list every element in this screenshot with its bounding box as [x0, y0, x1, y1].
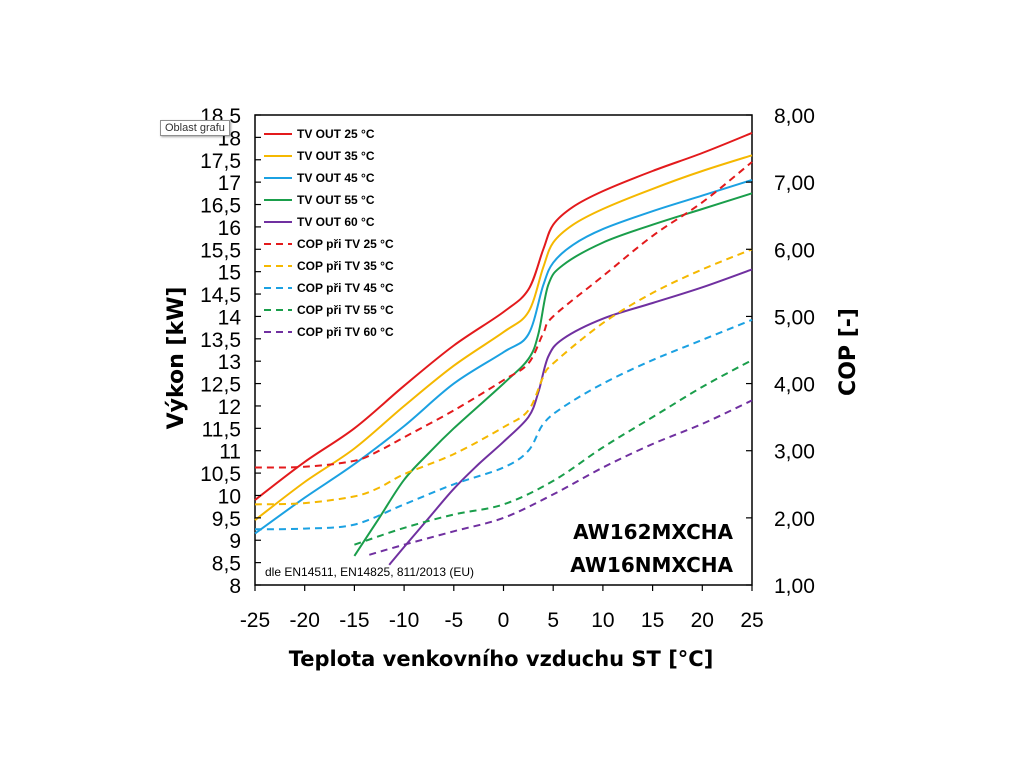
y-tick-label: 11,5 — [202, 418, 241, 441]
chart-area-tooltip: Oblast grafu — [160, 120, 230, 136]
y-tick-label: 12,5 — [200, 374, 241, 397]
x-tick-label: -20 — [290, 609, 320, 632]
y-tick-label: 10 — [218, 485, 241, 508]
legend-label-2: TV OUT 35 °C — [297, 149, 375, 163]
y-tick-label: 10,5 — [200, 463, 241, 486]
series-line-1 — [254, 131, 753, 501]
y-tick-label: 16 — [218, 217, 241, 240]
y-tick-label: 17 — [218, 172, 241, 195]
series-line-6 — [254, 161, 753, 469]
y-tick-label: 16,5 — [200, 195, 241, 218]
model-label-2: AW16NMXCHA — [570, 553, 733, 577]
x-tick-label: -25 — [240, 609, 270, 632]
y2-tick-label: 3,00 — [774, 441, 815, 464]
legend-label-6: COP při TV 25 °C — [297, 237, 394, 251]
x-tick-label: 5 — [547, 609, 559, 632]
axes: -25 -20 -15 -10 -5 0 5 10 15 20 2588,599,51010,511… — [200, 105, 815, 632]
series-line-2 — [254, 154, 753, 521]
x-tick-label: 0 — [498, 609, 510, 632]
legend-label-10: COP při TV 60 °C — [297, 325, 394, 339]
legend-label-8: COP při TV 45 °C — [297, 281, 394, 295]
series-line-10 — [369, 399, 753, 556]
y-tick-label: 11 — [219, 441, 241, 464]
y2-tick-label: 2,00 — [774, 508, 815, 531]
x-tick-label: 15 — [641, 609, 664, 632]
y-axis-label: Výkon [kW] — [164, 287, 189, 430]
legend: TV OUT 25 °C TV OUT 35 °C TV OUT 45 °C TV O… — [264, 127, 394, 339]
x-tick-label: 10 — [591, 609, 614, 632]
y-tick-label: 8 — [229, 575, 241, 598]
y2-tick-label: 8,00 — [774, 105, 815, 128]
y-tick-label: 12 — [218, 396, 241, 419]
legend-label-9: COP při TV 55 °C — [297, 303, 394, 317]
x-axis-label: Teplota venkovního vzduchu ST [°C] — [289, 647, 714, 671]
series-line-3 — [254, 178, 753, 535]
y2-tick-label: 6,00 — [774, 239, 815, 262]
x-tick-label: -15 — [339, 609, 369, 632]
y-tick-label: 14,5 — [200, 284, 241, 307]
y-tick-label: 15,5 — [200, 239, 241, 262]
legend-label-4: TV OUT 55 °C — [297, 193, 375, 207]
y2-tick-label: 1,00 — [774, 575, 815, 598]
y-tick-label: 13 — [218, 351, 241, 374]
y2-axis-label: COP [-] — [836, 308, 861, 396]
x-tick-label: -5 — [444, 609, 463, 632]
y2-tick-label: 4,00 — [774, 374, 815, 397]
legend-label-1: TV OUT 25 °C — [297, 127, 375, 141]
series-line-5 — [388, 268, 753, 566]
x-tick-label: 20 — [691, 609, 714, 632]
model-label-1: AW162MXCHA — [573, 520, 733, 544]
series-line-9 — [354, 359, 753, 546]
x-tick-label: 25 — [740, 609, 763, 632]
y-tick-label: 14 — [218, 306, 242, 329]
y-tick-label: 9,5 — [212, 508, 241, 531]
y-tick-label: 8,5 — [212, 553, 241, 576]
y-tick-label: 15 — [218, 262, 241, 285]
plot-area[interactable] — [254, 114, 753, 586]
y2-tick-label: 7,00 — [774, 172, 815, 195]
plot-content — [254, 131, 753, 566]
y2-tick-label: 5,00 — [774, 306, 815, 329]
series-line-7 — [254, 248, 753, 506]
series-line-8 — [254, 318, 753, 531]
legend-label-7: COP při TV 35 °C — [297, 259, 394, 273]
standard-note: dle EN14511, EN14825, 811/2013 (EU) — [265, 565, 474, 579]
y-tick-label: 13,5 — [200, 329, 241, 352]
x-tick-label: -10 — [389, 609, 419, 632]
legend-label-5: TV OUT 60 °C — [297, 215, 375, 229]
legend-label-3: TV OUT 45 °C — [297, 171, 375, 185]
y-tick-label: 17,5 — [200, 150, 241, 173]
series-line-4 — [353, 192, 753, 557]
y-tick-label: 9 — [229, 530, 241, 553]
